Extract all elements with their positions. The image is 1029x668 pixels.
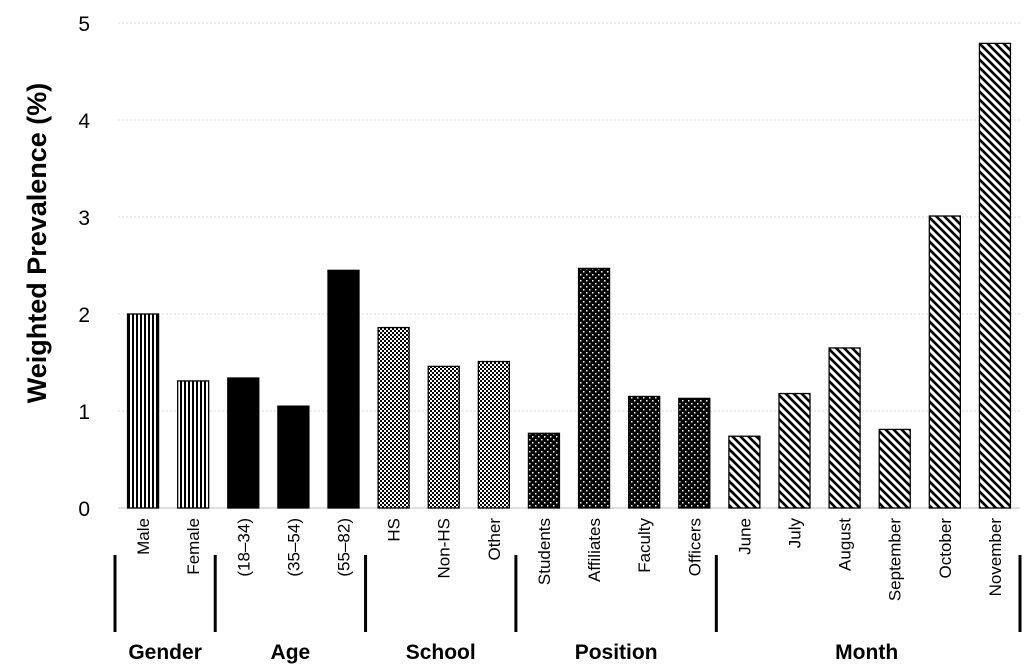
x-category-label: July	[786, 518, 805, 549]
x-category-label: Female	[184, 518, 203, 575]
x-category-label: (18–34)	[234, 518, 253, 577]
y-tick-label: 5	[78, 13, 90, 36]
y-tick-label: 1	[78, 401, 90, 424]
x-category-label: Affiliates	[585, 518, 604, 582]
y-axis-title: Weighted Prevalence (%)	[22, 83, 52, 404]
y-tick-label: 2	[78, 304, 90, 327]
y-tick-label: 0	[78, 498, 90, 521]
bar	[377, 326, 410, 509]
x-category-label: August	[836, 518, 855, 571]
bar	[427, 365, 460, 509]
x-category-label: Students	[535, 518, 554, 585]
x-category-label: (55–82)	[335, 518, 354, 577]
y-tick-label: 4	[78, 110, 90, 133]
bar	[678, 397, 711, 509]
group-label: Age	[271, 641, 311, 664]
bar	[577, 267, 611, 509]
x-axis-labels: Male Female (18–34) (35–54) (55–82) HS Non-HS O…	[134, 518, 1005, 602]
y-tick-label: 3	[78, 207, 90, 230]
bar	[177, 380, 210, 509]
bar	[277, 405, 310, 509]
bar	[828, 347, 861, 509]
x-category-label: June	[735, 518, 754, 555]
x-category-label: Male	[134, 518, 153, 555]
x-category-label: Officers	[685, 518, 704, 576]
x-category-label: Faculty	[635, 518, 654, 573]
x-category-label: HS	[385, 518, 404, 542]
bar	[928, 215, 961, 509]
y-axis-ticks: 0 1 2 3 4 5	[78, 13, 90, 521]
bar	[978, 42, 1012, 509]
bar	[778, 392, 811, 509]
x-category-label: September	[886, 518, 905, 601]
bar	[477, 360, 510, 509]
bar	[728, 435, 761, 509]
gridlines	[118, 22, 1020, 509]
group-label: School	[406, 641, 476, 664]
bar	[227, 377, 260, 509]
group-label: Gender	[128, 641, 202, 664]
bar	[527, 432, 561, 509]
x-category-label: November	[986, 518, 1005, 597]
bar	[878, 428, 911, 509]
group-label: Position	[575, 641, 658, 664]
x-category-label: Non-HS	[435, 518, 454, 578]
bar	[126, 313, 160, 509]
bar	[327, 269, 360, 509]
bars	[126, 42, 1012, 509]
x-category-label: (35–54)	[284, 518, 303, 577]
group-label: Month	[835, 641, 898, 664]
group-labels: Gender Age School Position Month	[113, 555, 1022, 664]
bar	[628, 395, 661, 509]
x-category-label: Other	[485, 518, 504, 561]
x-category-label: October	[936, 518, 955, 579]
